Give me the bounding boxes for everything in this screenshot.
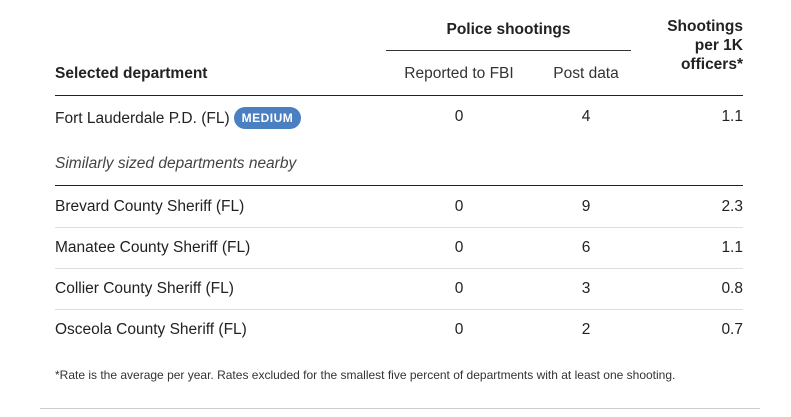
column-header-rate: Shootings per 1K officers*	[603, 17, 743, 74]
table-row: Manatee County Sheriff (FL) 0 6 1.1	[55, 227, 743, 267]
column-header-post-data: Post data	[553, 65, 619, 82]
group-header-rule	[386, 50, 631, 51]
row-post-data: 2	[581, 321, 591, 338]
row-divider	[55, 227, 743, 228]
row-rate: 2.3	[721, 198, 743, 215]
row-name: Collier County Sheriff (FL)	[55, 280, 234, 297]
selected-post-data: 4	[581, 108, 591, 125]
selected-rate: 1.1	[721, 108, 743, 125]
row-post-data: 6	[581, 239, 591, 256]
bottom-divider	[40, 408, 760, 409]
row-reported-fbi: 0	[454, 280, 464, 297]
row-rate: 0.8	[721, 280, 743, 297]
row-name: Osceola County Sheriff (FL)	[55, 321, 247, 338]
header-rule	[55, 95, 743, 96]
row-name: Brevard County Sheriff (FL)	[55, 198, 245, 215]
rate-header-line-1: Shootings	[667, 18, 743, 35]
column-header-department: Selected department	[55, 65, 208, 82]
footnote: *Rate is the average per year. Rates exc…	[55, 368, 676, 382]
row-divider	[55, 309, 743, 310]
table-row: Brevard County Sheriff (FL) 0 9 2.3	[55, 186, 743, 226]
table-row: Osceola County Sheriff (FL) 0 2 0.7	[55, 309, 743, 349]
column-header-reported-fbi: Reported to FBI	[404, 65, 514, 82]
rate-header-line-3: officers*	[680, 56, 743, 73]
nearby-rule	[55, 185, 743, 186]
row-post-data: 3	[581, 280, 591, 297]
row-rate: 1.1	[721, 239, 743, 256]
row-rate: 0.7	[721, 321, 743, 338]
selected-department-name: Fort Lauderdale P.D. (FL) MEDIUM	[55, 107, 302, 129]
row-reported-fbi: 0	[454, 198, 464, 215]
row-reported-fbi: 0	[454, 321, 464, 338]
row-post-data: 9	[581, 198, 591, 215]
rate-header-line-2: per 1K	[694, 37, 743, 54]
row-divider	[55, 268, 743, 269]
selected-reported-fbi: 0	[454, 108, 464, 125]
group-header-police-shootings: Police shootings	[446, 21, 571, 38]
row-reported-fbi: 0	[454, 239, 464, 256]
shootings-table: Police shootings Selected department Rep…	[55, 0, 743, 417]
table-row: Collier County Sheriff (FL) 0 3 0.8	[55, 268, 743, 308]
nearby-subheading: Similarly sized departments nearby	[55, 155, 297, 172]
department-name: Fort Lauderdale P.D. (FL)	[55, 110, 230, 127]
selected-department-row: Fort Lauderdale P.D. (FL) MEDIUM 0 4 1.1	[55, 96, 743, 136]
size-badge: MEDIUM	[233, 107, 302, 129]
row-name: Manatee County Sheriff (FL)	[55, 239, 251, 256]
